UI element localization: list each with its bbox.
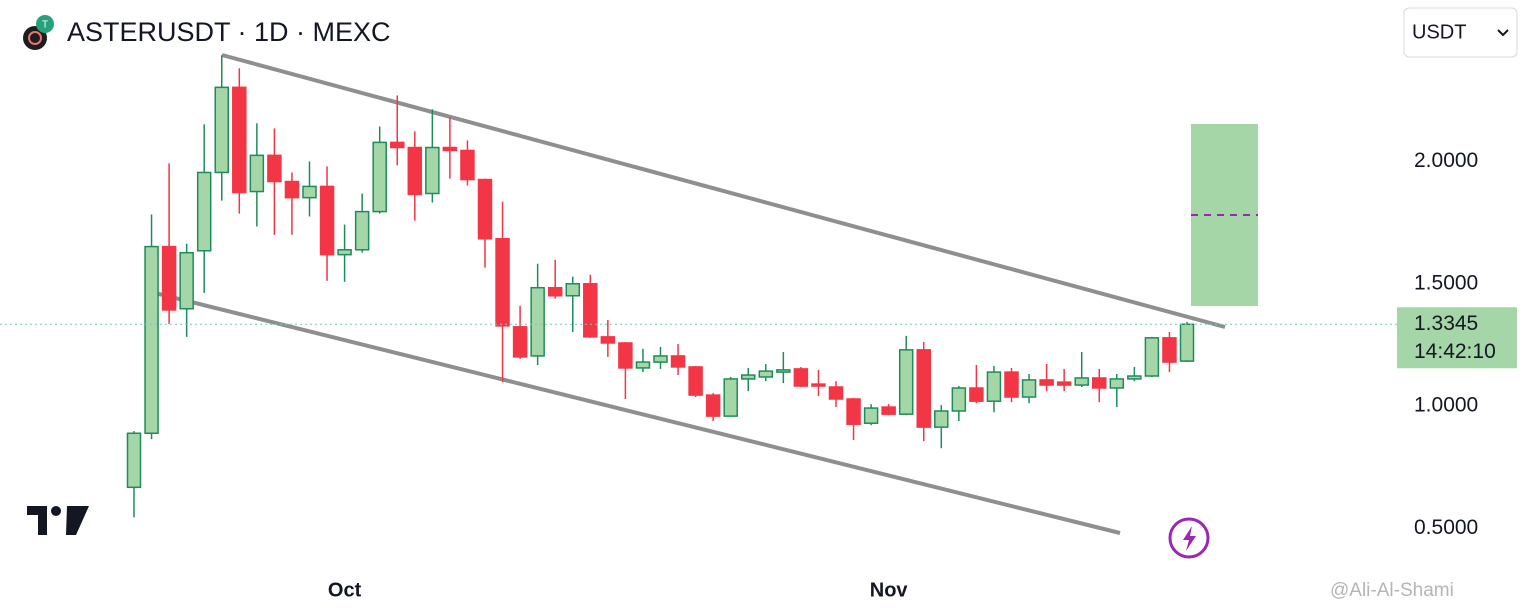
countdown-label: 14:42:10 bbox=[1414, 340, 1496, 363]
last-price-label: 1.3345 bbox=[1414, 312, 1478, 335]
candle-body bbox=[828, 386, 844, 400]
candle-body bbox=[583, 283, 598, 338]
candle-body bbox=[232, 86, 247, 194]
candle-body bbox=[214, 86, 229, 174]
candle-body bbox=[951, 387, 967, 412]
candle-body bbox=[547, 286, 563, 297]
candle-body bbox=[618, 342, 633, 369]
candle-body bbox=[337, 249, 352, 256]
currency-selector[interactable]: USDT bbox=[1403, 7, 1518, 58]
candle-body bbox=[934, 410, 949, 428]
candle-body bbox=[372, 141, 387, 213]
candle-body bbox=[986, 371, 1002, 402]
candle-body bbox=[916, 349, 931, 428]
candle-body bbox=[530, 286, 545, 357]
candle-body bbox=[512, 326, 528, 358]
candle-body bbox=[442, 146, 458, 152]
x-tick-label: Oct bbox=[328, 579, 362, 601]
y-tick-label: 0.5000 bbox=[1414, 516, 1478, 539]
candle-body bbox=[776, 369, 791, 373]
lower-trendline bbox=[154, 291, 1121, 535]
candle-body bbox=[688, 366, 703, 396]
candle-body bbox=[1056, 381, 1072, 386]
candle-body bbox=[495, 238, 510, 327]
candle-body bbox=[881, 406, 896, 415]
candle-body bbox=[969, 387, 984, 402]
candle-body bbox=[1162, 337, 1177, 363]
candle-body bbox=[161, 245, 177, 311]
candle-body bbox=[758, 370, 774, 378]
candle-body bbox=[653, 355, 668, 363]
y-tick-label: 1.5000 bbox=[1414, 271, 1478, 294]
candle-body bbox=[863, 407, 879, 424]
candle-body bbox=[723, 378, 738, 417]
watermark: @Ali-Al-Shami bbox=[1330, 580, 1454, 601]
last-price-box bbox=[1397, 307, 1517, 369]
candle-body bbox=[179, 251, 194, 310]
tv-logo bbox=[27, 506, 89, 535]
candle-body bbox=[1039, 379, 1054, 386]
candle-body bbox=[1144, 337, 1160, 377]
candle-body bbox=[267, 154, 282, 183]
candle-body bbox=[249, 154, 265, 193]
candle-body bbox=[1004, 371, 1019, 398]
y-tick-label: 2.0000 bbox=[1414, 149, 1478, 172]
currency-label[interactable]: USDT bbox=[1412, 21, 1466, 43]
x-tick-label: Nov bbox=[870, 579, 909, 601]
svg-text:T: T bbox=[42, 20, 48, 31]
candle-body bbox=[1127, 375, 1142, 380]
candle-body bbox=[196, 171, 212, 252]
y-tick-label: 1.0000 bbox=[1414, 394, 1478, 417]
candle-body bbox=[1179, 323, 1195, 362]
candle-body bbox=[390, 141, 405, 149]
candle-body bbox=[302, 185, 317, 199]
candle-body bbox=[1074, 377, 1089, 386]
chart-title: ASTERUSDT · 1D · MEXC bbox=[67, 17, 391, 47]
candle-body bbox=[1021, 379, 1037, 398]
candle-body bbox=[565, 283, 580, 297]
candle-body bbox=[1109, 378, 1125, 389]
candle-body bbox=[741, 374, 756, 380]
candle-body bbox=[1092, 377, 1107, 389]
candle-body bbox=[635, 361, 651, 369]
candle-body bbox=[460, 149, 475, 181]
upper-trendline bbox=[221, 53, 1226, 329]
candle-body bbox=[670, 355, 686, 368]
lightning-icon[interactable] bbox=[1168, 517, 1210, 559]
symbol-logo: T bbox=[23, 15, 54, 50]
candle-body bbox=[354, 210, 370, 251]
candle-body bbox=[477, 178, 493, 240]
candle-body bbox=[705, 394, 721, 417]
candle-body bbox=[425, 146, 440, 195]
candle-body bbox=[144, 245, 159, 434]
candle-body bbox=[126, 432, 142, 489]
candle-body bbox=[407, 146, 423, 196]
plot: 0.5000 1.0000 1.5000 2.0000 Oct Nov 1.3345 14:4… bbox=[0, 55, 1517, 601]
candle-body bbox=[600, 336, 616, 344]
candle-body bbox=[846, 398, 861, 425]
candle-body bbox=[811, 383, 826, 387]
candle-body bbox=[898, 349, 914, 415]
candle-body bbox=[284, 180, 300, 199]
candle-body bbox=[793, 368, 809, 387]
candle-body bbox=[319, 185, 335, 256]
